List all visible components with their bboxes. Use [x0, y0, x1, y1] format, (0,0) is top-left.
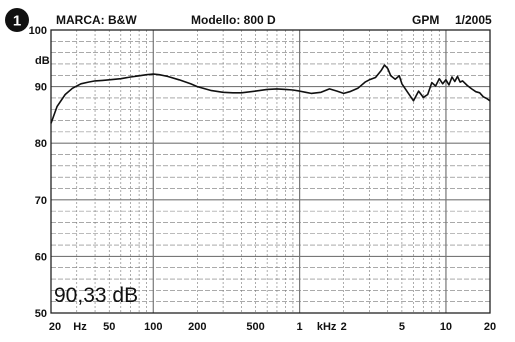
badge: 1 — [5, 8, 29, 32]
level-readout: 90,33 dB — [54, 284, 138, 307]
y-tick-label: 60 — [35, 251, 47, 263]
x-unit-label: kHz — [317, 321, 337, 333]
x-tick-label: 10 — [440, 321, 452, 333]
y-tick-label: 90 — [35, 82, 47, 94]
model-label: Modello: 800 D — [191, 13, 276, 27]
badge-circle — [5, 8, 29, 32]
response-curve — [50, 64, 491, 124]
x-tick-label: 2 — [341, 321, 347, 333]
x-tick-label: 50 — [103, 321, 115, 333]
x-unit-label: Hz — [73, 321, 87, 333]
issue-label: 1/2005 — [455, 13, 492, 27]
response-curve-group — [50, 64, 491, 124]
plot-border — [50, 29, 491, 314]
grid — [50, 29, 491, 314]
x-tick-label: 20 — [49, 321, 61, 333]
x-tick-label: 5 — [399, 321, 405, 333]
badge-number: 1 — [13, 13, 21, 30]
publisher-label: GPM — [412, 13, 439, 27]
x-tick-label: 1 — [297, 321, 303, 333]
y-axis-unit: dB — [35, 55, 50, 67]
y-tick-label: 80 — [35, 138, 47, 150]
x-tick-label: 500 — [246, 321, 264, 333]
x-tick-label: 20 — [484, 321, 496, 333]
y-tick-label: 50 — [35, 308, 47, 320]
y-tick-label: 100 — [29, 25, 47, 37]
y-tick-label: 70 — [35, 195, 47, 207]
x-tick-label: 100 — [144, 321, 162, 333]
x-tick-label: 200 — [188, 321, 206, 333]
brand-label: MARCA: B&W — [56, 13, 137, 27]
plot-frame — [50, 29, 491, 314]
